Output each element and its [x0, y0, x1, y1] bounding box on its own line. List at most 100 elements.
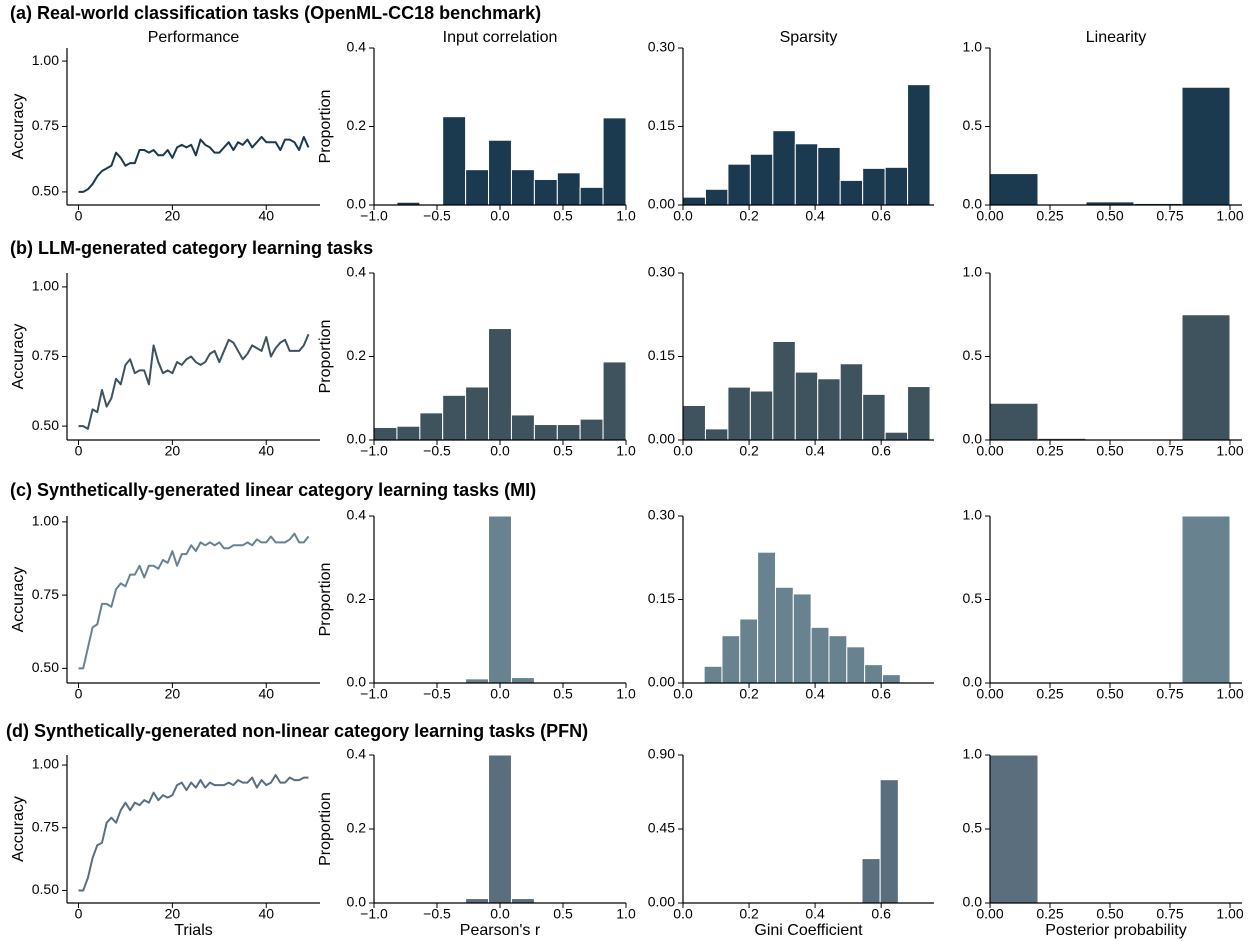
x-tick-label: 0.0 [490, 906, 510, 922]
column-title: Input correlation [443, 29, 558, 46]
x-tick-label: 0.0 [673, 208, 693, 224]
histogram-bar [839, 179, 864, 206]
x-tick-label: 0.50 [1096, 443, 1123, 459]
histogram-bar [465, 169, 490, 206]
histogram-bar [533, 178, 558, 206]
histogram-bar [488, 139, 512, 206]
histogram-bar [465, 678, 490, 684]
x-tick-label: 20 [165, 443, 181, 459]
y-axis-label: Accuracy [10, 796, 27, 862]
y-tick-label: 0.4 [347, 264, 367, 280]
histogram-bar [772, 130, 796, 206]
y-tick-label: 0.15 [648, 590, 675, 606]
panel-title: (a) Real-world classification tasks (Ope… [10, 3, 541, 23]
histogram-bar [862, 167, 886, 206]
histogram-bar [1181, 86, 1231, 206]
histogram-bar [488, 328, 512, 441]
x-tick-label: 0.75 [1156, 443, 1183, 459]
histogram-bar [772, 340, 796, 441]
histogram-bar [727, 386, 751, 441]
y-tick-label: 0.75 [32, 347, 59, 363]
histogram-bar [907, 84, 931, 206]
histogram-bar [703, 665, 723, 684]
y-tick-label: 1.00 [32, 756, 59, 772]
histogram-bar [579, 418, 604, 441]
x-tick-label: 0.0 [490, 686, 510, 702]
x-tick-label: 40 [258, 906, 274, 922]
y-tick-label: 0.0 [347, 894, 367, 910]
y-axis-label: Proportion [317, 90, 334, 164]
accuracy-line [78, 774, 309, 892]
y-tick-label: 0.45 [648, 820, 675, 836]
y-tick-label: 0.2 [347, 347, 367, 363]
y-tick-label: 0.4 [347, 39, 367, 55]
y-tick-label: 0.00 [648, 196, 675, 212]
histogram-bar [510, 677, 535, 684]
y-axis-label: Proportion [317, 792, 334, 866]
y-tick-label: 0.2 [347, 117, 367, 133]
x-tick-label: 40 [258, 686, 274, 702]
histogram-bar [884, 166, 909, 206]
histogram-bar [989, 402, 1039, 441]
y-tick-label: 1.0 [963, 39, 983, 55]
y-tick-label: 1.00 [32, 52, 59, 68]
x-tick-label: 0.00 [976, 208, 1003, 224]
y-tick-label: 0.5 [963, 117, 983, 133]
x-tick-label: 0.25 [1036, 906, 1063, 922]
histogram-bar [488, 515, 512, 684]
x-tick-label: 0.0 [673, 686, 693, 702]
x-tick-label: 1.0 [616, 686, 636, 702]
x-axis-label: Posterior probability [1045, 922, 1186, 939]
y-tick-label: 0.5 [963, 820, 983, 836]
column-title: Performance [148, 29, 240, 46]
y-tick-label: 1.00 [32, 278, 59, 294]
histogram-bar [682, 404, 706, 441]
y-tick-label: 1.0 [963, 507, 983, 523]
y-tick-label: 0.75 [32, 586, 59, 602]
x-tick-label: −1.0 [360, 443, 388, 459]
histogram-bar [1181, 314, 1231, 441]
x-tick-label: 1.00 [1216, 443, 1243, 459]
histogram-bar [579, 186, 604, 206]
y-tick-label: 0.4 [347, 507, 367, 523]
histogram-bar [602, 117, 627, 206]
x-tick-label: 0.75 [1156, 906, 1183, 922]
histogram-bar [794, 143, 819, 206]
histogram-bar [862, 393, 886, 441]
x-tick-label: 0 [75, 443, 83, 459]
x-tick-label: −0.5 [423, 208, 451, 224]
panel-title: (b) LLM-generated category learning task… [10, 238, 373, 258]
histogram-bar [757, 551, 776, 684]
histogram-bar [879, 779, 899, 904]
x-tick-label: 0.25 [1036, 208, 1063, 224]
x-tick-label: 0 [75, 208, 83, 224]
histogram-bar [556, 172, 581, 206]
y-tick-label: 0.50 [32, 417, 59, 433]
y-tick-label: 1.00 [32, 513, 59, 529]
x-tick-label: 0.4 [805, 208, 825, 224]
x-tick-label: 0.75 [1156, 686, 1183, 702]
x-tick-label: −1.0 [360, 906, 388, 922]
histogram-bar [704, 188, 729, 206]
y-tick-label: 0.0 [347, 674, 367, 690]
x-tick-label: 0.75 [1156, 208, 1183, 224]
y-tick-label: 0.30 [648, 507, 675, 523]
histogram-bar [864, 664, 883, 684]
histogram-bar [749, 153, 774, 206]
histogram-bar [861, 858, 881, 904]
histogram-bar [846, 646, 866, 684]
x-tick-label: −0.5 [423, 443, 451, 459]
x-tick-label: 1.00 [1216, 208, 1243, 224]
y-tick-label: 0.00 [648, 674, 675, 690]
y-tick-label: 1.0 [963, 264, 983, 280]
histogram-bar [774, 586, 794, 684]
x-tick-label: 0.00 [976, 443, 1003, 459]
x-tick-label: 0.2 [739, 906, 759, 922]
x-tick-label: 0.4 [805, 686, 825, 702]
y-tick-label: 0.50 [32, 183, 59, 199]
histogram-bar [817, 378, 841, 441]
y-tick-label: 0.00 [648, 431, 675, 447]
histogram-bar [828, 635, 848, 684]
x-tick-label: 0.0 [490, 443, 510, 459]
